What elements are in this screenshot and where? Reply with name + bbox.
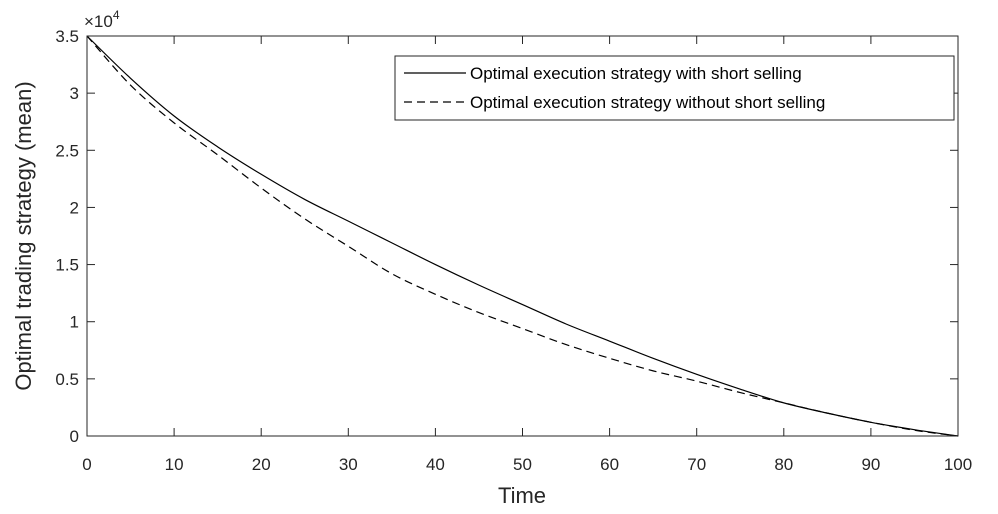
y-tick-label: 3 (70, 84, 79, 103)
series-layer (86, 35, 959, 437)
x-tick-label: 10 (165, 455, 184, 474)
legend-label-without-short-selling: Optimal execution strategy without short… (470, 93, 825, 112)
x-tick-label: 90 (861, 455, 880, 474)
y-tick-label: 2.5 (55, 141, 79, 160)
y-axis-ticks: 0 0.5 1 1.5 2 2.5 3 3.5 (55, 27, 958, 446)
y-tick-label: 0 (70, 427, 79, 446)
x-axis-label: Time (498, 483, 546, 508)
series-line-without-short-selling (86, 35, 959, 437)
plot-area-border (86, 35, 959, 437)
x-tick-label: 40 (426, 455, 445, 474)
x-tick-label: 0 (82, 455, 91, 474)
x-tick-label: 30 (339, 455, 358, 474)
y-tick-label: 2 (70, 198, 79, 217)
y-exponent-base: ×10 (84, 12, 113, 31)
x-axis-ticks: 0 10 20 30 40 50 60 70 80 90 100 (82, 36, 972, 474)
legend-label-with-short-selling: Optimal execution strategy with short se… (470, 64, 802, 83)
x-tick-label: 100 (944, 455, 972, 474)
legend-box (394, 55, 955, 121)
y-axis-label: Optimal trading strategy (mean) (11, 81, 36, 390)
y-tick-label: 3.5 (55, 27, 79, 46)
legend: Optimal execution strategy with short se… (394, 55, 955, 121)
x-tick-label: 50 (513, 455, 532, 474)
x-tick-label: 70 (687, 455, 706, 474)
y-axis-exponent: ×104 (84, 8, 120, 31)
x-tick-label: 60 (600, 455, 619, 474)
x-tick-label: 80 (774, 455, 793, 474)
x-tick-label: 20 (252, 455, 271, 474)
y-tick-label: 1 (70, 313, 79, 332)
y-tick-label: 0.5 (55, 370, 79, 389)
y-tick-label: 1.5 (55, 256, 79, 275)
y-exponent-power: 4 (113, 8, 120, 22)
